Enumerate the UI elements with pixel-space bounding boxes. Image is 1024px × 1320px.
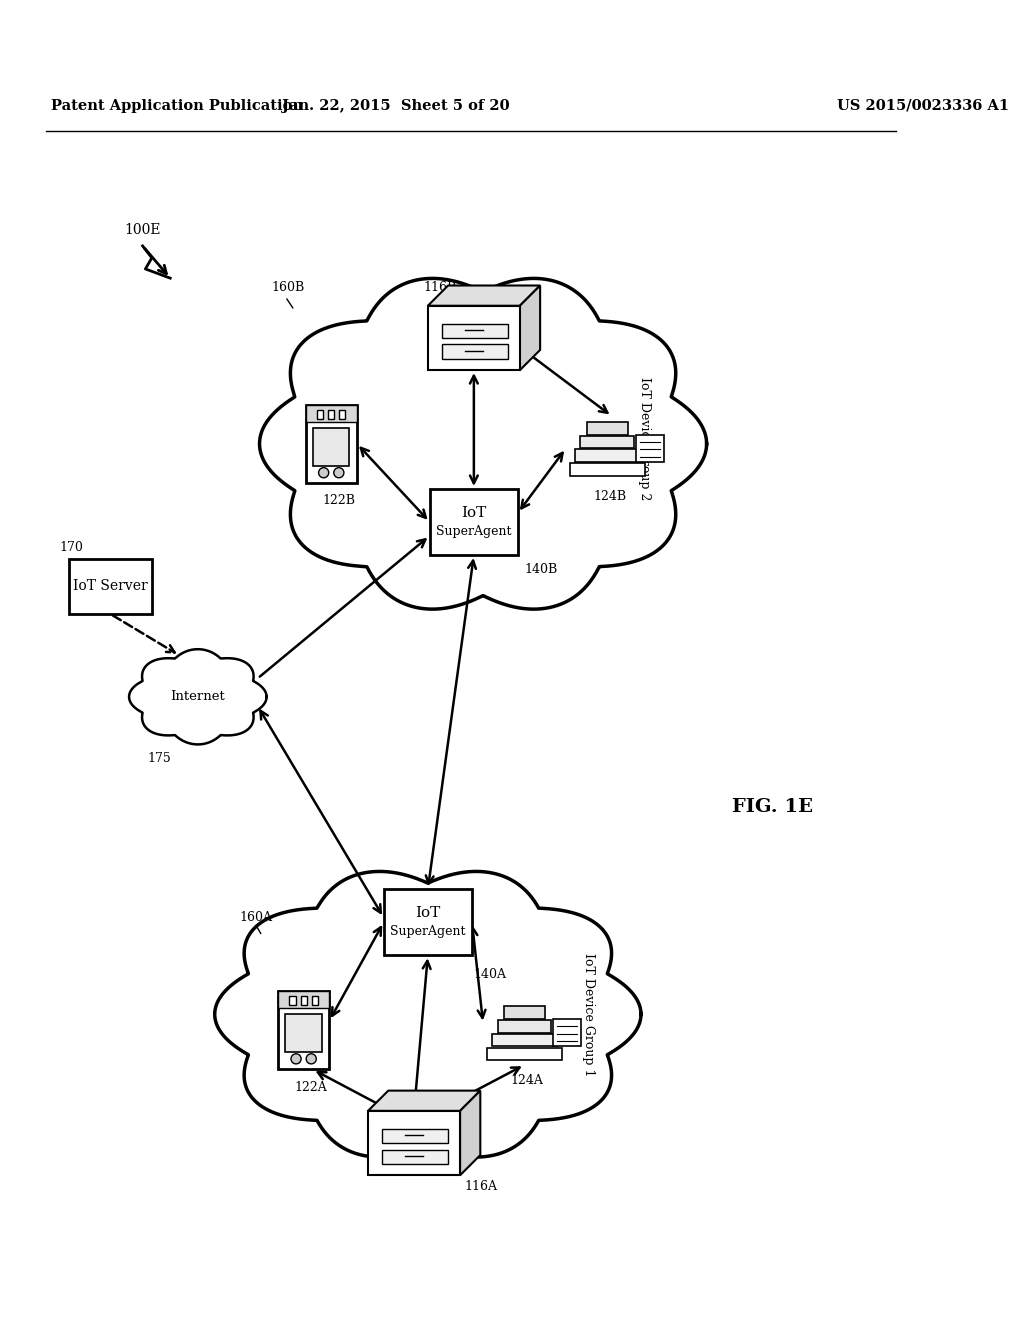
Text: 124A: 124A — [511, 1074, 544, 1088]
Text: 160B: 160B — [271, 281, 305, 294]
Circle shape — [306, 1053, 316, 1064]
FancyBboxPatch shape — [286, 1014, 322, 1052]
FancyBboxPatch shape — [317, 411, 324, 418]
FancyBboxPatch shape — [441, 345, 508, 359]
FancyBboxPatch shape — [487, 1048, 562, 1060]
FancyBboxPatch shape — [441, 323, 508, 338]
Text: 124B: 124B — [594, 490, 627, 503]
FancyBboxPatch shape — [382, 1150, 449, 1164]
FancyBboxPatch shape — [428, 306, 520, 370]
FancyBboxPatch shape — [368, 1111, 460, 1175]
FancyBboxPatch shape — [498, 1020, 551, 1032]
Polygon shape — [520, 285, 540, 370]
Polygon shape — [428, 285, 540, 306]
FancyBboxPatch shape — [306, 405, 356, 422]
FancyBboxPatch shape — [382, 1129, 449, 1143]
Polygon shape — [259, 279, 707, 609]
Text: 116B: 116B — [423, 281, 457, 294]
FancyBboxPatch shape — [301, 997, 306, 1005]
Text: 100E: 100E — [124, 223, 161, 236]
FancyBboxPatch shape — [313, 428, 349, 466]
FancyBboxPatch shape — [279, 991, 329, 1008]
FancyBboxPatch shape — [570, 463, 644, 477]
Text: Internet: Internet — [170, 690, 225, 704]
Text: 140A: 140A — [474, 969, 507, 981]
FancyBboxPatch shape — [553, 1019, 581, 1047]
Text: 160A: 160A — [240, 911, 272, 924]
Text: SuperAgent: SuperAgent — [436, 524, 512, 537]
FancyBboxPatch shape — [430, 488, 517, 556]
Polygon shape — [129, 649, 266, 744]
FancyBboxPatch shape — [384, 890, 472, 956]
FancyBboxPatch shape — [279, 991, 329, 1069]
Text: IoT Server: IoT Server — [73, 579, 147, 594]
Circle shape — [318, 467, 329, 478]
Text: 116A: 116A — [465, 1180, 498, 1193]
FancyBboxPatch shape — [493, 1034, 557, 1047]
FancyBboxPatch shape — [311, 997, 317, 1005]
Text: US 2015/0023336 A1: US 2015/0023336 A1 — [838, 99, 1010, 112]
Text: IoT Device Group 1: IoT Device Group 1 — [583, 953, 595, 1076]
FancyBboxPatch shape — [636, 434, 664, 462]
Circle shape — [291, 1053, 301, 1064]
Text: FIG. 1E: FIG. 1E — [732, 799, 813, 816]
Text: Patent Application Publication: Patent Application Publication — [50, 99, 303, 112]
Text: Jan. 22, 2015  Sheet 5 of 20: Jan. 22, 2015 Sheet 5 of 20 — [282, 99, 510, 112]
Text: 175: 175 — [147, 752, 171, 766]
Text: IoT: IoT — [416, 906, 440, 920]
FancyBboxPatch shape — [581, 436, 634, 449]
Circle shape — [334, 467, 344, 478]
Text: IoT: IoT — [461, 506, 486, 520]
FancyBboxPatch shape — [504, 1006, 545, 1019]
Polygon shape — [215, 871, 641, 1158]
Text: 122B: 122B — [322, 495, 355, 507]
Text: 122A: 122A — [295, 1081, 328, 1093]
Text: 170: 170 — [59, 541, 84, 554]
FancyBboxPatch shape — [575, 450, 640, 462]
FancyBboxPatch shape — [339, 411, 345, 418]
Polygon shape — [460, 1090, 480, 1175]
Text: IoT Device Group 2: IoT Device Group 2 — [638, 378, 650, 500]
FancyBboxPatch shape — [329, 411, 334, 418]
Text: 140B: 140B — [524, 564, 558, 577]
FancyBboxPatch shape — [587, 422, 628, 434]
FancyBboxPatch shape — [306, 405, 356, 483]
FancyBboxPatch shape — [290, 997, 296, 1005]
FancyBboxPatch shape — [69, 558, 152, 614]
Text: SuperAgent: SuperAgent — [390, 925, 466, 939]
Polygon shape — [368, 1090, 480, 1111]
